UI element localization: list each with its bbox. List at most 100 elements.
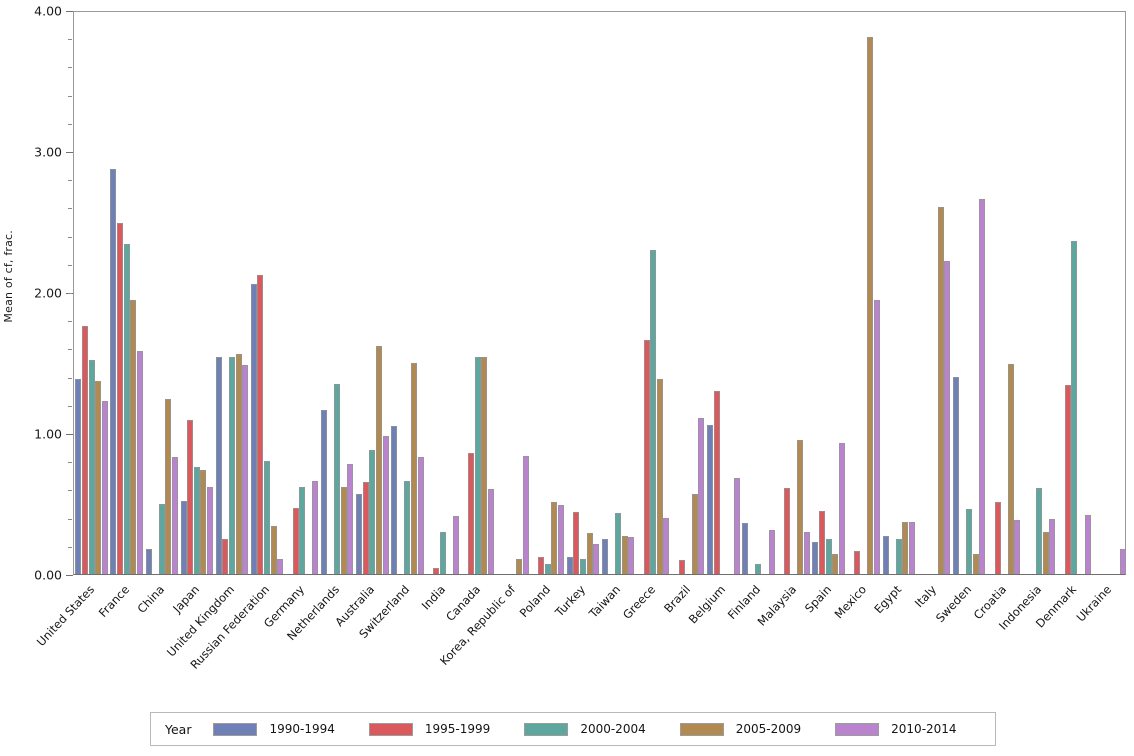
bar <box>768 530 775 574</box>
y-minor-tick <box>68 67 72 69</box>
y-tick-label: 2.00 <box>34 285 62 301</box>
bar-group <box>848 12 880 574</box>
bar <box>158 503 165 574</box>
bar-group <box>215 12 249 574</box>
bar <box>417 456 424 574</box>
y-major-tick <box>66 575 73 576</box>
bar <box>812 541 819 574</box>
x-tick-label: Poland <box>516 582 553 621</box>
bar <box>340 486 347 574</box>
bar <box>707 424 714 574</box>
bar <box>873 300 880 574</box>
y-minor-tick <box>68 546 72 548</box>
bar <box>1084 514 1091 574</box>
bar <box>678 559 685 574</box>
y-minor-tick <box>68 405 72 407</box>
bar <box>628 537 635 574</box>
x-tick-label: Denmark <box>1033 582 1080 631</box>
bar-group <box>145 12 178 574</box>
bar <box>593 544 600 574</box>
bar <box>867 36 874 574</box>
y-minor-tick <box>68 264 72 266</box>
bar <box>1119 548 1126 574</box>
bar-group <box>532 12 565 574</box>
bar <box>819 510 826 574</box>
legend-label: 2005-2009 <box>735 722 802 736</box>
bar <box>650 249 657 574</box>
x-tick-label: Greece <box>620 582 659 622</box>
bar <box>742 523 749 574</box>
bar <box>601 538 608 574</box>
bar-group <box>637 12 670 574</box>
legend-item[interactable]: 1990-1994 <box>213 722 335 736</box>
bar <box>347 464 354 574</box>
x-tick-label: Egypt <box>871 582 904 617</box>
bar <box>854 551 861 574</box>
bar <box>207 486 214 574</box>
bar <box>411 362 418 574</box>
bar <box>270 526 277 574</box>
legend-item[interactable]: 2010-2014 <box>835 722 957 736</box>
bar <box>165 399 172 574</box>
x-tick-label: Ukraine <box>1074 582 1115 625</box>
x-tick-label: Mexico <box>831 582 869 622</box>
bar <box>292 507 299 574</box>
legend-items: 1990-1994 1995-1999 2000-2004 2005-2009 2010… <box>213 722 990 736</box>
bar <box>966 509 973 574</box>
legend-label: 1990-1994 <box>269 722 335 736</box>
bar <box>1007 363 1014 574</box>
x-tick-label: Korea, Republic of <box>436 582 518 668</box>
bar <box>171 456 178 574</box>
bar-group <box>286 12 319 574</box>
bar <box>321 410 328 574</box>
legend-item[interactable]: 2005-2009 <box>679 722 802 736</box>
bar <box>713 390 720 574</box>
legend-item[interactable]: 2000-2004 <box>524 722 646 736</box>
bar-group <box>1093 12 1126 574</box>
bar <box>972 554 979 574</box>
legend-swatch <box>679 722 724 736</box>
y-major-tick <box>66 434 73 435</box>
bar <box>937 207 944 574</box>
legend-swatch <box>524 722 569 736</box>
y-major-tick <box>66 11 73 12</box>
y-tick-label: 0.00 <box>34 567 62 583</box>
y-minor-tick <box>68 208 72 210</box>
bar-group <box>180 12 214 574</box>
x-tick-label: United Kingdom <box>163 582 238 660</box>
bar <box>538 557 545 574</box>
x-tick-label: Canada <box>442 582 483 624</box>
bar-group <box>497 12 529 574</box>
y-minor-tick <box>68 462 72 464</box>
y-tick-label: 1.00 <box>34 426 62 442</box>
x-tick-label: India <box>418 582 448 613</box>
x-tick-label: Spain <box>801 582 834 616</box>
bar-group <box>461 12 494 574</box>
x-tick-label: Belgium <box>686 582 729 627</box>
x-tick-label: Malaysia <box>754 582 799 629</box>
bar <box>783 488 790 574</box>
bar-group <box>988 12 1021 574</box>
bar <box>130 300 137 574</box>
y-minor-tick <box>68 321 72 323</box>
x-tick-label: Brazil <box>661 582 694 616</box>
bar-group <box>882 12 916 574</box>
bar-group <box>75 12 108 574</box>
bar <box>1042 531 1049 574</box>
bar <box>299 486 306 574</box>
bar <box>228 356 235 574</box>
legend-item[interactable]: 1995-1999 <box>368 722 490 736</box>
legend-label: 2010-2014 <box>891 722 957 736</box>
bar <box>180 500 187 574</box>
bar-group <box>952 12 986 574</box>
bar <box>825 538 832 574</box>
bar <box>75 379 82 574</box>
y-minor-tick <box>68 39 72 41</box>
x-tick-label: Italy <box>911 582 940 611</box>
bar <box>362 482 369 574</box>
bar-group <box>812 12 845 574</box>
bar <box>909 521 916 574</box>
bar <box>369 449 376 574</box>
bar <box>558 504 565 574</box>
